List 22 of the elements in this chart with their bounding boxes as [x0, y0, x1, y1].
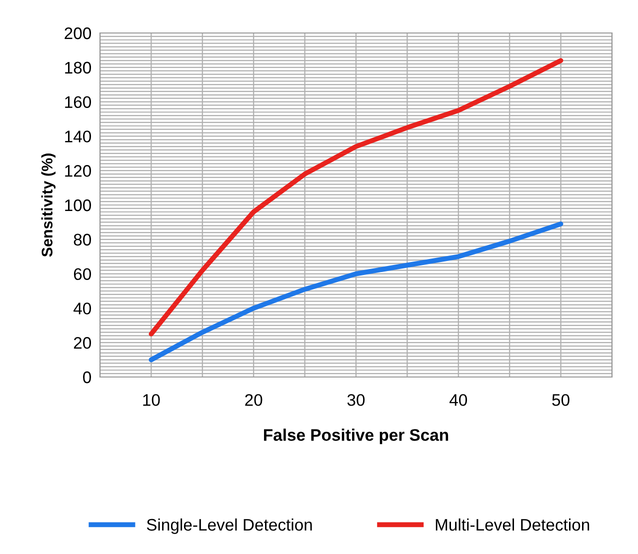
x-tick-label: 30	[347, 394, 365, 406]
legend-label: Single-Level Detection	[146, 518, 312, 534]
y-tick-label: 140	[65, 130, 92, 142]
y-tick-label: 160	[65, 96, 92, 108]
y-tick-label: 200	[64, 27, 92, 40]
line-series	[148, 58, 564, 336]
y-tick-label: 80	[74, 234, 92, 246]
x-tick-label: 10	[143, 394, 160, 406]
y-tick-label: 100	[65, 199, 92, 212]
x-axis-title: False Positive per Scan	[264, 428, 448, 444]
y-tick-label: 180	[65, 62, 92, 74]
y-tick-label: 120	[65, 165, 92, 177]
x-tick-label: 20	[245, 394, 262, 406]
x-tick-label: 40	[450, 394, 468, 406]
line-series	[148, 221, 564, 362]
y-tick-label: 40	[74, 302, 92, 314]
y-tick-label: 60	[74, 268, 92, 280]
legend-label: Multi-Level Detection	[436, 518, 590, 531]
x-tick-label: 50	[552, 394, 570, 406]
y-axis-title: Sensitivity (%)	[41, 154, 56, 257]
y-tick-label: 0	[83, 371, 92, 384]
y-tick-label: 20	[74, 337, 92, 349]
